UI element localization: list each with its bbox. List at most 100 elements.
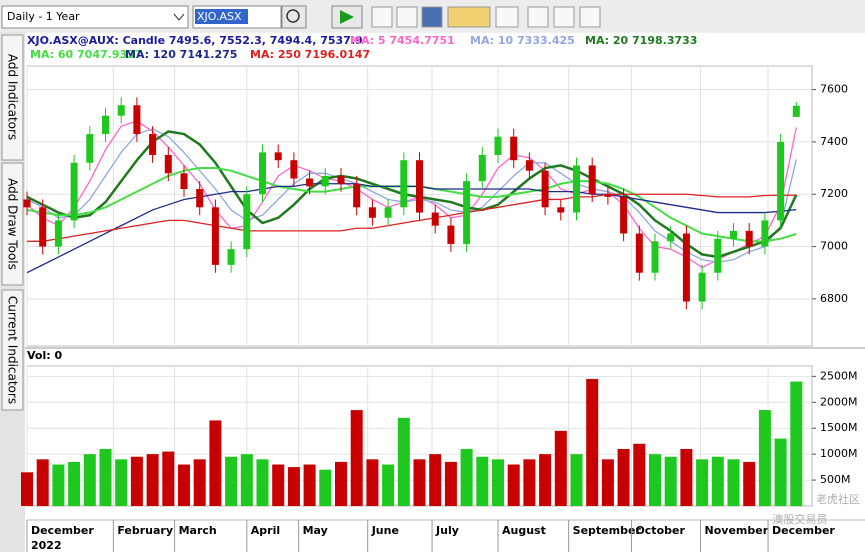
candle-body [698, 272, 706, 302]
zoom-out-button[interactable] [527, 6, 549, 28]
chart-title: XJO.ASX@AUX: Candle 7495.6, 7552.3, 7494… [27, 34, 363, 47]
legend-entry: MA: 250 7196.0147 [250, 48, 370, 61]
x-tick-label: February [117, 524, 173, 537]
candle-body [478, 154, 486, 182]
volume-bar [83, 454, 96, 506]
watermark: 澳股交易员 [773, 512, 828, 526]
candle-body [180, 173, 188, 189]
volume-bar [382, 464, 395, 506]
candle-body [525, 160, 533, 171]
volume-bar [162, 451, 175, 506]
volume-bar [21, 472, 33, 506]
candle-body [149, 134, 157, 155]
candle-body [604, 194, 612, 197]
volume-bar [696, 459, 709, 506]
x-tick-label: December [31, 524, 94, 537]
volume-bar [492, 459, 504, 506]
legend-entry: MA: 60 7047.9337 [30, 48, 142, 61]
candle-body [431, 212, 439, 226]
candle-body [541, 170, 549, 208]
y-tick-label: 7000 [820, 240, 848, 253]
ma-line [26, 183, 797, 274]
open-button[interactable] [396, 6, 418, 28]
save-button[interactable] [421, 6, 443, 28]
candle-body [321, 175, 329, 187]
volume-bar [256, 459, 269, 506]
volume-bar [649, 454, 661, 506]
tools-button[interactable] [495, 6, 519, 28]
new-button[interactable] [371, 6, 393, 28]
year-label: 2022 [31, 539, 62, 552]
x-tick-label: November [705, 524, 769, 537]
candle-body [494, 136, 502, 155]
candle-body [761, 220, 769, 247]
volume-bar [444, 461, 457, 506]
y-tick-label: 500M [820, 473, 851, 486]
volume-bar [774, 438, 787, 506]
volume-bar [335, 461, 347, 506]
x-tick-label: April [251, 524, 280, 537]
candle-body [588, 165, 596, 195]
candle-body [557, 207, 565, 213]
selection [195, 9, 248, 24]
volume-bar [68, 461, 81, 506]
folder-button[interactable] [447, 6, 491, 28]
legend-entry: MA: 120 7141.275 [125, 48, 237, 61]
candle-body [620, 196, 628, 234]
volume-bar [209, 420, 222, 506]
candle-body [651, 241, 659, 273]
volume-bar [178, 464, 190, 506]
legend-entry: MA: 20 7198.3733 [585, 34, 697, 47]
candle-body [400, 160, 408, 208]
watermark: 老虎社区 [816, 492, 860, 506]
volume-bar [350, 410, 363, 506]
volume-bar [743, 461, 756, 506]
y-tick-label: 6800 [820, 292, 848, 305]
volume-bar [99, 448, 112, 506]
volume-bar [460, 448, 473, 506]
candle-body [573, 165, 580, 213]
candle-body [463, 181, 471, 244]
toolbar-buttons [371, 6, 601, 28]
x-tick-label: October [635, 524, 685, 537]
volume-bar [507, 464, 520, 506]
volume-bar [130, 456, 143, 506]
volume-bar [115, 459, 128, 506]
candle-body [447, 225, 455, 244]
candle-body [164, 154, 172, 174]
volume-bar [790, 381, 803, 506]
volume-bar [240, 454, 253, 506]
volume-bar [225, 456, 238, 506]
candle-body [39, 207, 47, 247]
period-select[interactable] [1, 5, 189, 29]
volume-bar [586, 378, 599, 506]
fit-button[interactable] [579, 6, 601, 28]
candle-body [745, 230, 753, 247]
candle-body [23, 199, 31, 208]
candle-body [337, 175, 345, 184]
volume-bar [570, 454, 583, 506]
volume-bar [193, 459, 206, 506]
side-tab[interactable] [1, 34, 24, 161]
candle-body [211, 207, 219, 265]
legend-entry: MA: 10 7333.425 [470, 34, 575, 47]
y-tick-label: 2000M [820, 395, 858, 408]
search-button[interactable] [281, 5, 307, 29]
side-tab[interactable] [1, 162, 24, 286]
y-tick-label: 1500M [820, 421, 858, 434]
zoom-in-button[interactable] [553, 6, 575, 28]
play-icon [340, 10, 354, 24]
legend-entry: MA: 5 7454.7751 [350, 34, 455, 47]
candle-body [635, 233, 643, 273]
symbol-text: XJO.ASX [197, 10, 242, 23]
y-tick-label: 2500M [820, 369, 858, 382]
x-tick-label: September [573, 524, 642, 537]
candle-body [306, 178, 314, 187]
side-tab[interactable] [1, 289, 24, 411]
volume-bar [633, 443, 646, 506]
volume-bar [397, 417, 410, 506]
volume-bar [523, 459, 536, 506]
candle-body [196, 188, 204, 208]
candle-body [792, 105, 800, 117]
